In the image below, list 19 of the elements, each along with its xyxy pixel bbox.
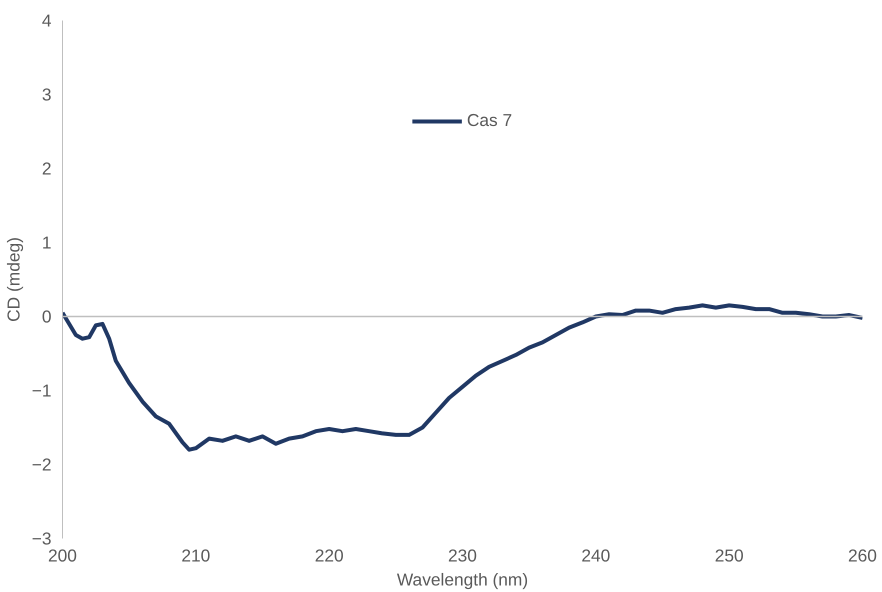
y-axis-title: CD (mdeg) <box>4 237 24 322</box>
x-tick-label: 210 <box>181 546 210 566</box>
x-axis-title: Wavelength (nm) <box>396 570 528 590</box>
x-tick-label: 250 <box>714 546 744 566</box>
y-tick-label: −3 <box>32 528 52 548</box>
x-tick-label: 220 <box>314 546 344 566</box>
x-tick-label: 200 <box>48 546 77 566</box>
y-tick-label: 0 <box>42 306 52 326</box>
y-tick-label: 1 <box>42 232 52 252</box>
line-series <box>62 303 862 452</box>
y-tick-label: −1 <box>32 380 52 400</box>
x-tick-label: 260 <box>848 546 877 566</box>
x-tick-label: 240 <box>581 546 610 566</box>
legend-label: Cas 7 <box>466 110 512 131</box>
x-tick-label: 230 <box>448 546 477 566</box>
y-tick-label: 4 <box>42 10 52 30</box>
y-tick-label: 3 <box>42 84 52 104</box>
y-tick-label: −2 <box>32 454 52 474</box>
y-tick-label: 2 <box>42 158 52 178</box>
